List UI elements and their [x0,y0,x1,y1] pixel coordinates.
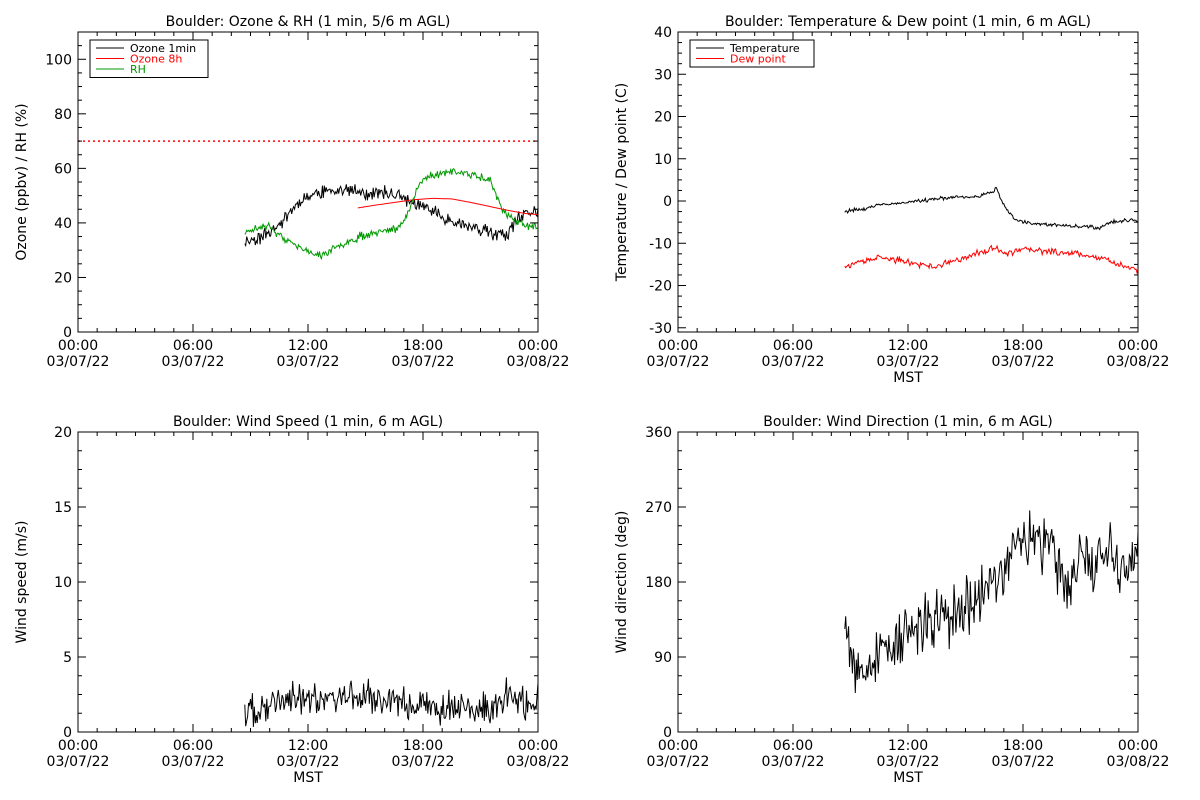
y-tick-label: 30 [654,67,672,83]
x-tick-date: 03/07/22 [762,754,825,770]
x-tick-time: 00:00 [1118,738,1158,754]
series-line-ozone-1min [244,184,538,248]
x-tick-date: 03/07/22 [47,354,110,370]
chart-title: Boulder: Ozone & RH (1 min, 5/6 m AGL) [166,14,451,30]
x-axis-label: MST [893,370,923,386]
y-tick-label: 20 [54,425,72,441]
legend-box [89,39,209,78]
x-tick-time: 18:00 [403,338,443,354]
x-tick-time: 18:00 [403,738,443,754]
x-tick-date: 03/07/22 [162,754,225,770]
chart-panel-3: Boulder: Wind Speed (1 min, 6 m AGL) 0 5 10… [14,414,569,786]
chart-title: Boulder: Wind Direction (1 min, 6 m AGL) [763,414,1052,430]
y-tick-label: 15 [54,500,72,516]
x-tick-date: 03/07/22 [392,354,455,370]
x-tick-date: 03/07/22 [277,354,340,370]
series-line-ozone-8h [357,197,538,216]
x-tick-time: 00:00 [58,738,98,754]
chart-panel-1: Boulder: Ozone & RH (1 min, 5/6 m AGL) 0 2… [14,14,569,370]
x-tick-date: 03/07/22 [47,754,110,770]
series-line-data-3 [244,677,538,727]
y-tick-label: 20 [654,110,672,126]
x-tick-date: 03/07/22 [877,354,940,370]
series-line-rh [244,168,538,261]
x-tick-time: 00:00 [1118,338,1158,354]
x-tick-date: 03/08/22 [1107,354,1170,370]
legend-box [689,39,815,68]
legend-label: Ozone 8h [130,53,182,66]
x-tick-date: 03/07/22 [162,354,225,370]
plot-frame [77,431,539,733]
x-tick-time: 00:00 [518,338,558,354]
y-tick-label: 20 [54,270,72,286]
x-tick-time: 12:00 [888,338,928,354]
x-axis-label: MST [293,770,323,786]
chart-panel-2: Boulder: Temperature & Dew point (1 min,… [614,14,1169,386]
x-tick-time: 18:00 [1003,338,1043,354]
x-tick-date: 03/07/22 [992,754,1055,770]
x-tick-date: 03/07/22 [277,754,340,770]
series-line-data-4 [844,510,1138,694]
plot-frame [677,431,1139,733]
series-line-dew-point [844,244,1138,275]
x-tick-date: 03/08/22 [1107,754,1170,770]
chart-title: Boulder: Wind Speed (1 min, 6 m AGL) [173,414,443,430]
y-tick-label: 270 [645,500,672,516]
series-line-temperature [844,186,1138,231]
x-tick-time: 00:00 [58,338,98,354]
x-tick-time: 06:00 [773,338,813,354]
x-tick-date: 03/08/22 [507,754,570,770]
y-tick-label: 10 [654,152,672,168]
x-tick-time: 18:00 [1003,738,1043,754]
x-tick-date: 03/07/22 [877,754,940,770]
x-tick-time: 12:00 [288,738,328,754]
x-tick-date: 03/07/22 [647,754,710,770]
y-tick-label: 0 [663,725,672,741]
x-axis-label: MST [893,770,923,786]
chart-title: Boulder: Temperature & Dew point (1 min,… [725,14,1091,30]
y-tick-label: 90 [654,650,672,666]
y-tick-label: 100 [45,52,72,68]
y-tick-label: 180 [645,575,672,591]
y-tick-label: -10 [649,236,672,252]
y-axis-label: Temperature / Dew point (C) [614,83,630,282]
legend-label: Ozone 1min [130,42,196,55]
y-tick-label: 360 [645,425,672,441]
x-tick-time: 12:00 [288,338,328,354]
legend-label: Dew point [730,53,786,66]
x-tick-date: 03/07/22 [992,354,1055,370]
y-tick-label: 0 [63,725,72,741]
x-tick-time: 12:00 [888,738,928,754]
y-tick-label: 80 [54,107,72,123]
x-tick-date: 03/07/22 [762,354,825,370]
x-tick-date: 03/07/22 [647,354,710,370]
x-tick-time: 00:00 [518,738,558,754]
x-tick-time: 00:00 [658,338,698,354]
y-tick-label: 60 [54,161,72,177]
y-tick-label: 40 [654,25,672,41]
chart-panel-4: Boulder: Wind Direction (1 min, 6 m AGL)… [614,414,1169,786]
y-tick-label: 10 [54,575,72,591]
y-tick-label: 40 [54,216,72,232]
y-tick-label: 5 [63,650,72,666]
y-axis-label: Wind direction (deg) [614,511,630,654]
plot-frame [677,31,1139,333]
legend-label: Temperature [729,42,800,55]
y-axis-label: Wind speed (m/s) [14,521,30,644]
x-tick-date: 03/07/22 [392,754,455,770]
y-tick-label: 0 [663,194,672,210]
x-tick-time: 06:00 [173,738,213,754]
x-tick-time: 06:00 [173,338,213,354]
x-tick-time: 06:00 [773,738,813,754]
y-tick-label: -20 [649,279,672,295]
x-tick-date: 03/08/22 [507,354,570,370]
y-tick-label: 0 [63,325,72,341]
y-tick-label: -30 [649,321,672,337]
legend-label: RH [130,63,146,76]
y-axis-label: Ozone (ppbv) / RH (%) [14,103,30,260]
x-tick-time: 00:00 [658,738,698,754]
